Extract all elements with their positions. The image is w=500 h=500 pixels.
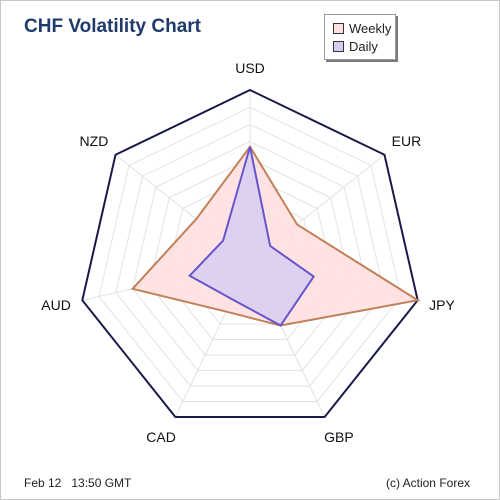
series-daily — [188, 146, 316, 327]
grid-ring-8 — [115, 123, 385, 387]
grid-ring-9 — [98, 106, 402, 402]
legend-item-weekly: Weekly — [333, 20, 391, 36]
legend-label-daily: Daily — [349, 38, 378, 54]
chart-title: CHF Volatility Chart — [24, 16, 201, 37]
axis-label-nzd: NZD — [80, 133, 109, 149]
grid-ring-5 — [165, 175, 335, 340]
legend-swatch-daily — [333, 40, 344, 52]
footer-date: Feb 12 — [24, 476, 62, 490]
legend: Weekly Daily — [324, 14, 396, 60]
footer-time: 13:50 GMT — [71, 476, 132, 490]
axis-label-cad: CAD — [146, 429, 176, 445]
radar-outline — [81, 88, 419, 418]
timestamp: Feb 12 13:50 GMT — [24, 476, 141, 490]
legend-swatch-weekly — [333, 22, 344, 34]
legend-label-weekly: Weekly — [349, 20, 392, 36]
legend-item-daily: Daily — [333, 38, 378, 54]
axis-label-jpy: JPY — [429, 297, 455, 313]
axis-label-eur: EUR — [392, 133, 422, 149]
credit: (c) Action Forex — [385, 476, 470, 490]
axis-label-aud: AUD — [41, 297, 71, 313]
grid-ring-6 — [148, 158, 352, 356]
grid-ring-7 — [132, 141, 368, 371]
axis-label-usd: USD — [235, 60, 265, 76]
axis-label-gbp: GBP — [324, 429, 354, 445]
